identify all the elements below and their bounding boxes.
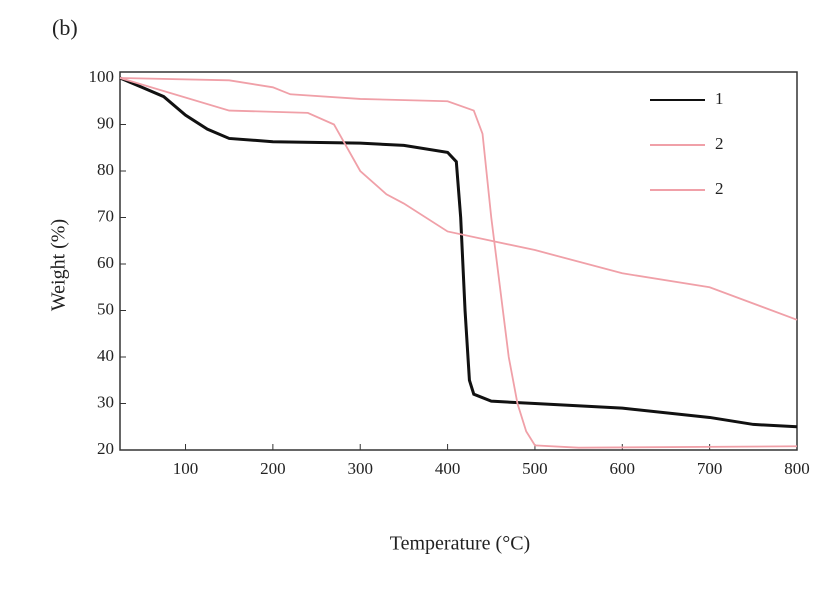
y-tick-label: 60 xyxy=(97,253,114,272)
y-tick-label: 40 xyxy=(97,346,114,365)
chart-title: (b) xyxy=(52,15,78,40)
y-tick-label: 50 xyxy=(97,299,114,318)
data-line xyxy=(119,77,798,321)
x-tick-label: 800 xyxy=(784,459,810,478)
y-tick-label: 30 xyxy=(97,392,114,411)
data-line xyxy=(119,76,798,429)
y-tick-label: 70 xyxy=(97,206,114,225)
legend-label: 2 xyxy=(715,179,724,198)
legend-label: 1 xyxy=(715,89,724,108)
x-tick-label: 200 xyxy=(260,459,286,478)
y-tick-label: 90 xyxy=(97,113,114,132)
y-tick-label: 80 xyxy=(97,160,114,179)
y-tick-label: 20 xyxy=(97,439,114,458)
y-tick-label: 100 xyxy=(89,67,115,86)
y-axis-label: Weight (%) xyxy=(48,219,70,311)
legend-label: 2 xyxy=(715,134,724,153)
x-tick-label: 500 xyxy=(522,459,548,478)
data-line xyxy=(119,77,798,449)
x-tick-label: 300 xyxy=(347,459,373,478)
x-axis-label: Temperature (°C) xyxy=(390,533,530,555)
x-tick-label: 100 xyxy=(173,459,199,478)
x-tick-label: 600 xyxy=(610,459,636,478)
x-tick-label: 700 xyxy=(697,459,723,478)
plot-frame xyxy=(119,71,798,451)
x-tick-label: 400 xyxy=(435,459,461,478)
